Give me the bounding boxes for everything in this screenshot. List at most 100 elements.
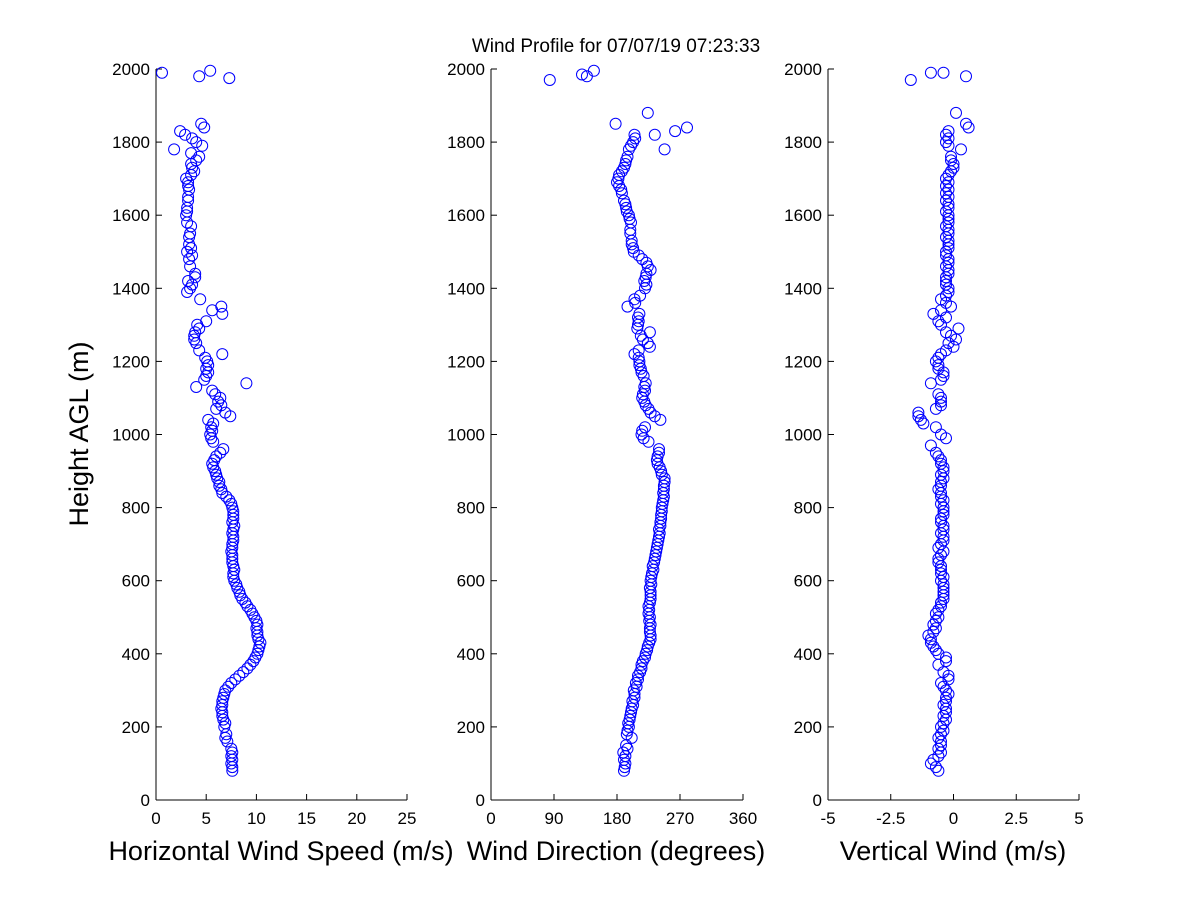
data-point [190,381,203,393]
data-point [188,333,201,346]
data-point [937,709,950,722]
data-point [935,457,947,470]
y-tick-label: 800 [457,499,485,518]
data-point [183,231,196,244]
data-point [937,699,950,711]
data-point [929,421,942,434]
data-point [924,757,937,770]
data-point [940,136,952,149]
data-point [935,527,947,540]
data-point [183,253,196,266]
data-point [639,377,652,390]
data-point [940,655,952,668]
data-point [648,128,661,141]
data-point [186,132,199,145]
y-tick-label: 1200 [112,352,150,371]
data-point [181,286,194,298]
data-point [632,351,645,364]
y-axis-label: Height AGL (m) [64,341,94,526]
data-point [955,143,967,156]
data-point [226,527,239,540]
data-point [204,64,217,77]
data-point [912,410,925,423]
y-tick-label: 200 [122,718,150,737]
data-point [932,351,945,364]
y-tick-label: 400 [457,645,485,664]
data-point [942,169,955,181]
y-tick-label: 1000 [784,426,822,445]
data-point [237,666,250,679]
data-point [942,688,955,700]
y-tick-label: 200 [794,718,822,737]
x-tick-label: 2.5 [1004,809,1028,828]
data-point [932,742,945,755]
data-point [233,669,246,682]
data-point [627,684,640,697]
data-point [648,410,661,423]
data-point [942,286,955,298]
data-point [636,253,649,266]
y-tick-label: 1800 [784,133,822,152]
y-tick-label: 200 [457,718,485,737]
data-point [935,318,947,331]
data-point [216,348,229,361]
data-point [940,249,952,262]
data-point [587,64,600,77]
data-point [937,571,950,583]
x-axis-label-speed: Horizontal Wind Speed (m/s) [108,836,453,866]
data-point [244,658,257,671]
data-point [632,673,644,686]
data-point [904,74,917,86]
x-tick-label: 0 [486,809,495,828]
y-tick-label: 2000 [447,60,485,79]
x-axis-label-direction: Wind Direction (degrees) [467,836,766,866]
y-tick-label: 1400 [112,279,150,298]
data-point [929,355,942,368]
y-tick-label: 0 [141,791,150,810]
x-tick-label: 0 [151,809,160,828]
data-point [940,172,952,185]
data-point [622,143,635,156]
x-tick-label: 25 [398,809,417,828]
data-point [924,66,937,79]
y-tick-label: 1800 [447,133,485,152]
data-point [940,651,952,664]
data-point [621,150,634,163]
x-axis-label-vertical: Vertical Wind (m/s) [840,836,1067,866]
data-point [932,450,945,463]
data-point [241,662,254,675]
data-point [640,256,653,269]
y-tick-label: 1800 [112,133,150,152]
data-point [929,607,942,620]
data-point [935,391,947,404]
data-point [202,413,215,426]
data-point [210,450,223,463]
data-point [182,180,195,192]
data-point [924,633,937,646]
y-tick-label: 2000 [784,60,822,79]
data-point [639,651,651,664]
data-point [210,468,223,481]
data-point [653,446,665,459]
y-tick-label: 600 [457,572,485,591]
data-point [940,260,952,273]
data-point [636,655,649,668]
data-point [942,132,955,145]
data-point [184,227,197,240]
data-point [219,684,232,697]
data-point [917,417,930,430]
data-point [632,669,644,682]
data-point [189,271,202,284]
data-point [940,275,952,287]
data-point [937,724,950,737]
data-point [223,494,236,507]
data-point [576,68,588,81]
data-point [629,677,642,689]
data-point [190,136,203,149]
data-point [947,158,960,170]
data-point [927,307,940,320]
data-point [658,472,671,485]
data-point [927,618,940,631]
data-point [615,183,628,196]
